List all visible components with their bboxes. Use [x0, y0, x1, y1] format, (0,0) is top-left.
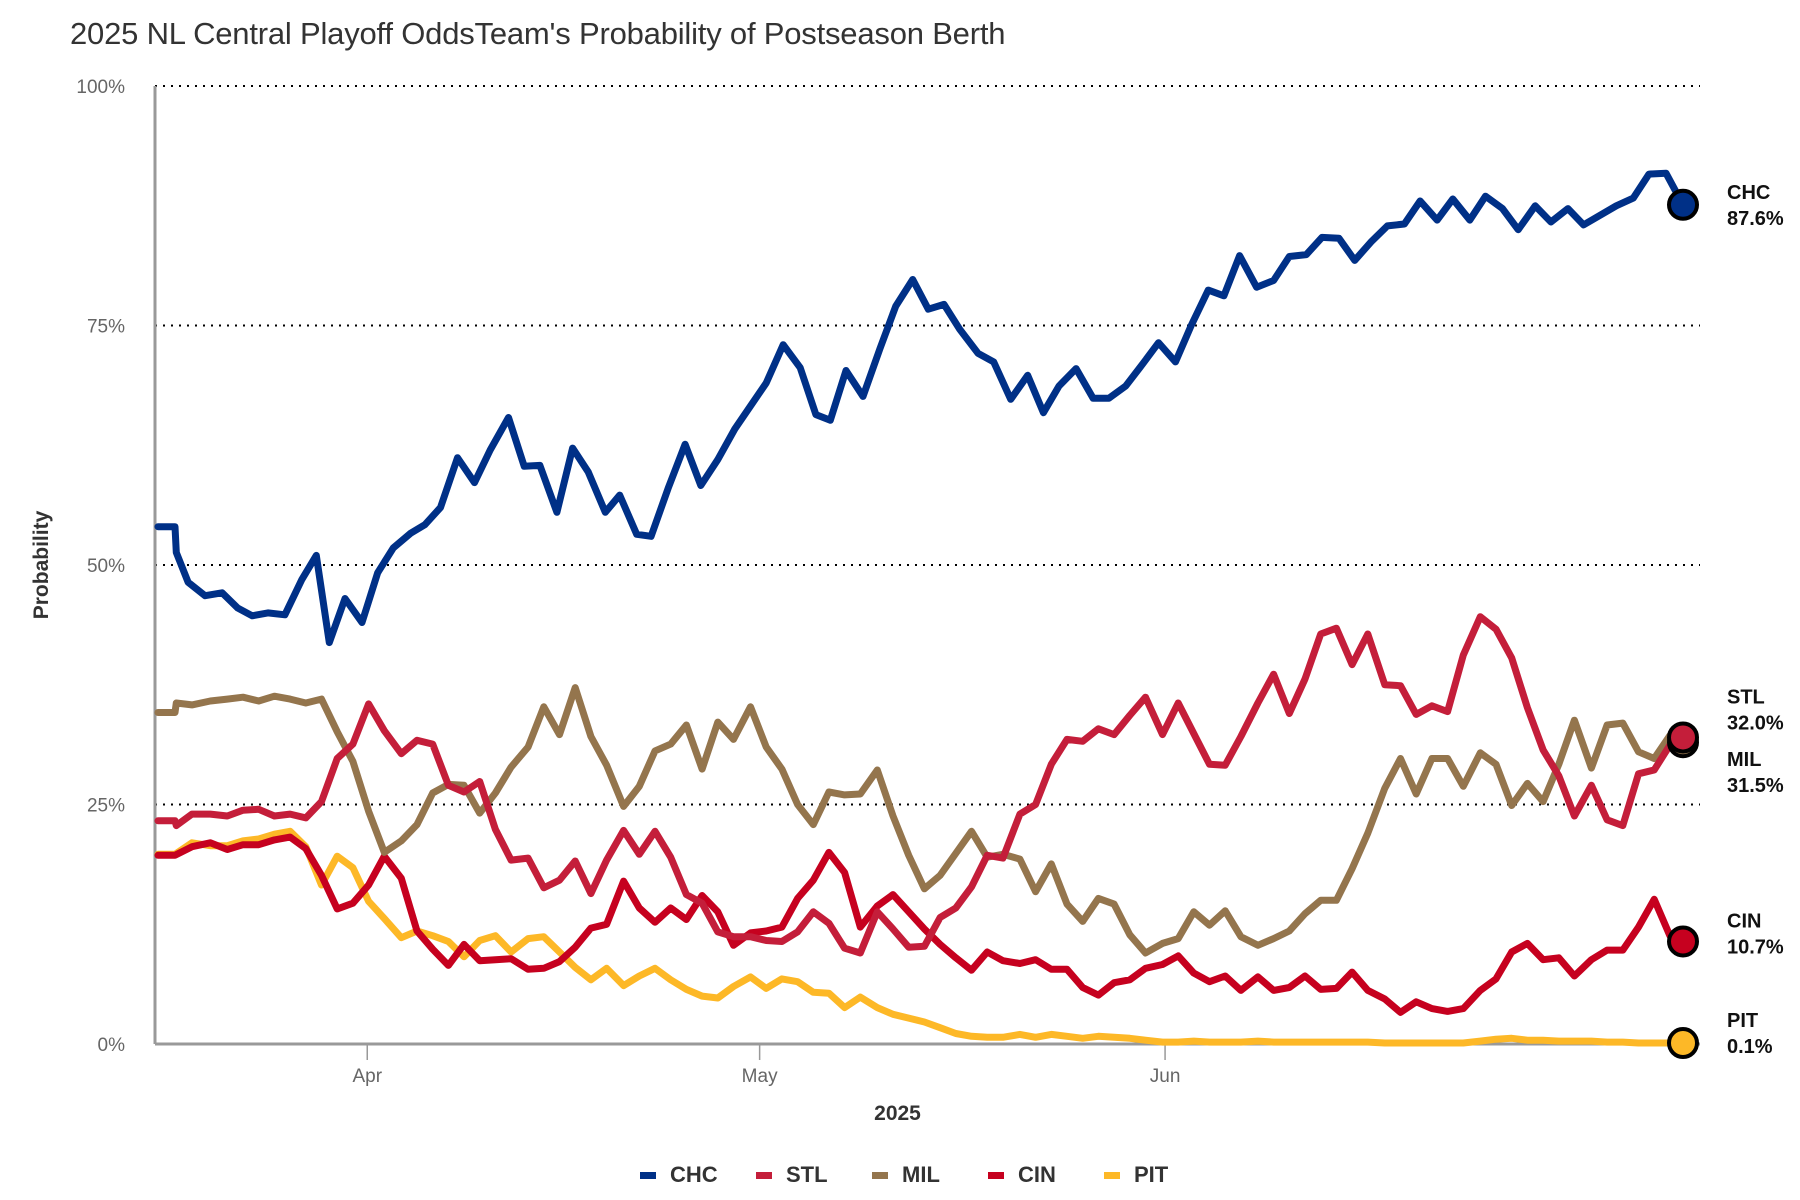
end-label-team: PIT: [1727, 1010, 1758, 1032]
legend-item-chc[interactable]: CHC: [640, 1162, 718, 1187]
legend-swatch: [988, 1172, 1004, 1179]
legend-label: STL: [786, 1162, 828, 1187]
x-tick-label: May: [742, 1066, 778, 1087]
legend-label: CHC: [670, 1162, 718, 1187]
end-marker-cin: [1667, 925, 1699, 958]
end-markers: CHC 87.6% STL 32.0% MIL 31.5% CIN 10.7% PIT 0.1%: [1667, 182, 1784, 1060]
legend-label: PIT: [1134, 1162, 1169, 1187]
y-tick-label: 25%: [87, 796, 125, 817]
x-tick-label: Apr: [352, 1066, 382, 1087]
chart-title: 2025 NL Central Playoff OddsTeam's Proba…: [70, 16, 1006, 51]
legend-swatch: [872, 1172, 888, 1179]
x-tick-label: Jun: [1150, 1066, 1181, 1087]
legend-item-pit[interactable]: PIT: [1104, 1162, 1169, 1187]
legend-item-cin[interactable]: CIN: [988, 1162, 1056, 1187]
y-tick-label: 50%: [87, 556, 125, 577]
end-label-mil: MIL 31.5%: [1727, 749, 1784, 797]
legend-item-mil[interactable]: MIL: [872, 1162, 940, 1187]
series-line-chc: [154, 169, 1687, 647]
series-line-stl: [154, 613, 1687, 957]
legend-swatch: [1104, 1172, 1120, 1179]
y-tick-label: 0%: [98, 1035, 126, 1056]
end-marker-stl: [1667, 721, 1699, 754]
legend-swatch: [756, 1172, 772, 1179]
end-label-value: 0.1%: [1727, 1036, 1773, 1058]
series-lines: [154, 169, 1687, 1047]
y-tick-label: 75%: [87, 317, 125, 338]
end-marker-pit: [1667, 1027, 1699, 1060]
x-axis-ticks: Apr May Jun: [352, 1044, 1180, 1087]
y-axis-ticks: 0% 25% 50% 75% 100%: [76, 77, 125, 1056]
end-label-value: 10.7%: [1727, 936, 1784, 958]
x-axis-title: 2025: [874, 1102, 921, 1125]
end-label-team: CIN: [1727, 910, 1761, 932]
gridlines: [155, 85, 1700, 806]
end-label-value: 87.6%: [1727, 208, 1784, 230]
legend-item-stl[interactable]: STL: [756, 1162, 828, 1187]
end-label-value: 31.5%: [1727, 775, 1784, 797]
series-line-cin: [154, 833, 1687, 1016]
y-axis-title: Probability: [30, 510, 53, 619]
legend-swatch: [640, 1172, 656, 1179]
legend: CHC STL MIL CIN PIT: [640, 1162, 1169, 1187]
end-label-team: CHC: [1727, 182, 1770, 204]
series-line-mil: [154, 684, 1687, 957]
end-label-team: STL: [1727, 686, 1765, 708]
end-label-chc: CHC 87.6%: [1727, 182, 1784, 230]
end-label-pit: PIT 0.1%: [1727, 1010, 1773, 1058]
end-marker-chc: [1667, 188, 1699, 221]
legend-label: CIN: [1018, 1162, 1056, 1187]
end-label-cin: CIN 10.7%: [1727, 910, 1784, 958]
end-label-stl: STL 32.0%: [1727, 686, 1784, 734]
end-label-value: 32.0%: [1727, 712, 1784, 734]
end-label-team: MIL: [1727, 749, 1761, 771]
y-tick-label: 100%: [76, 77, 125, 98]
legend-label: MIL: [902, 1162, 940, 1187]
